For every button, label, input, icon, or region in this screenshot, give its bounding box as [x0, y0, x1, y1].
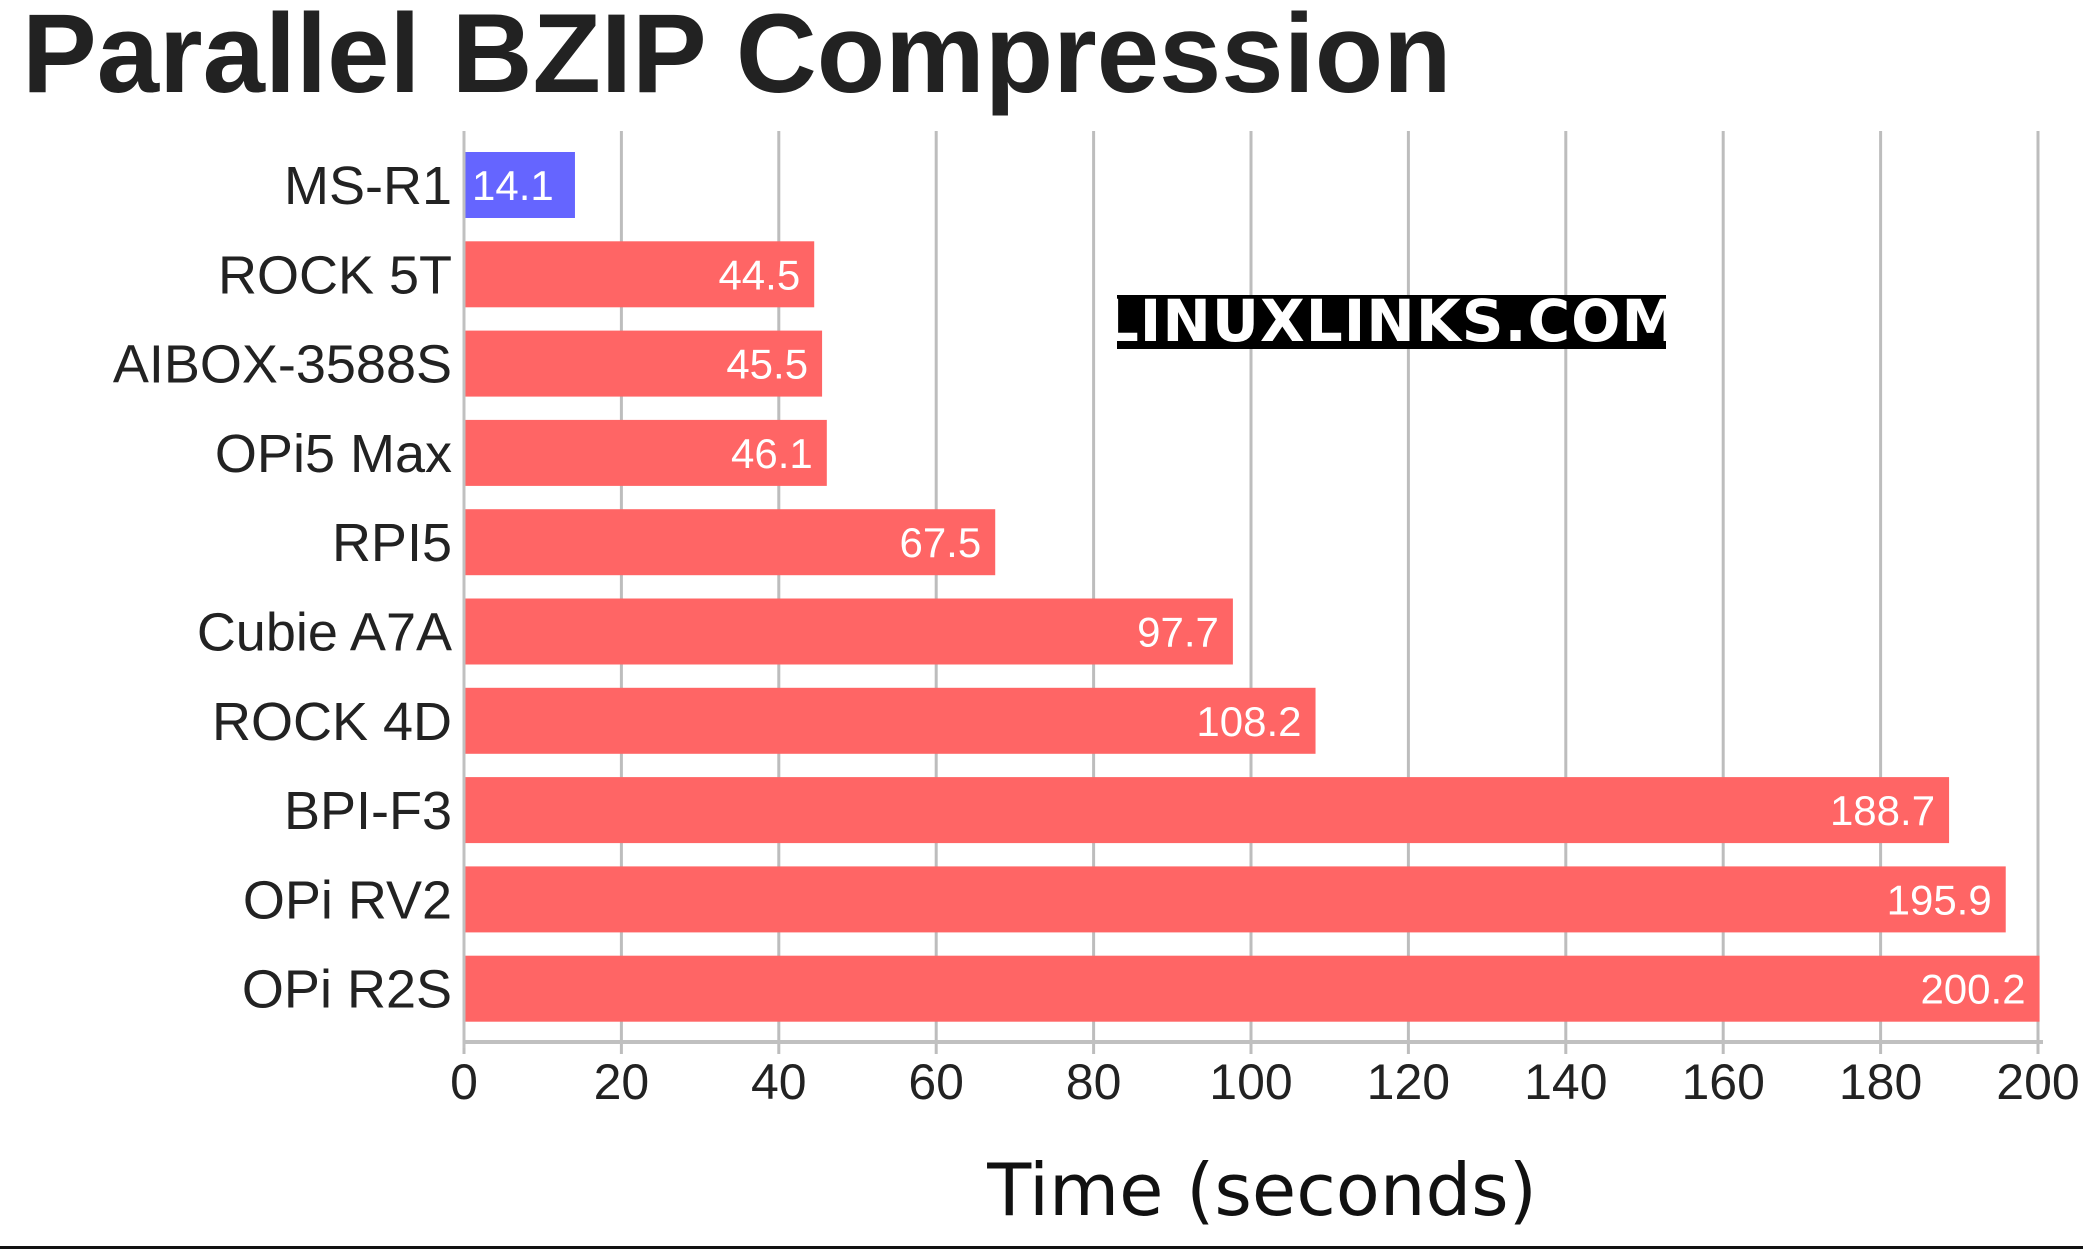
- x-tick-label: 120: [1367, 1054, 1450, 1110]
- category-label: ROCK 5T: [218, 245, 452, 305]
- axes: [462, 131, 2043, 1048]
- x-tick-label: 20: [594, 1054, 650, 1110]
- bar: [464, 330, 823, 397]
- watermark-background: [1117, 295, 1666, 349]
- labels: 0 20 40 60 80 100 120 140 160 180 200 MS-R1 14.1 ROCK…: [113, 156, 2080, 1110]
- category-label: OPi5 Max: [215, 424, 452, 484]
- x-tick-label: 80: [1066, 1054, 1122, 1110]
- bar: [464, 152, 575, 218]
- value-label: 200.2: [1920, 966, 2025, 1013]
- value-label: 97.7: [1137, 609, 1219, 656]
- watermark-text: LINUXLINKS.COM: [1102, 287, 1680, 355]
- bottom-rule: [0, 1246, 2083, 1249]
- value-label: 108.2: [1196, 698, 1301, 745]
- value-label: 45.5: [726, 341, 808, 388]
- x-tick-label: 40: [751, 1054, 807, 1110]
- value-label: 67.5: [899, 519, 981, 566]
- bar: [464, 419, 827, 486]
- bars: [464, 152, 2040, 1022]
- value-label: 14.1: [472, 162, 554, 209]
- x-tick-label: 140: [1524, 1054, 1607, 1110]
- x-tick-label: 100: [1209, 1054, 1292, 1110]
- bar: [464, 955, 2040, 1022]
- category-label: ROCK 4D: [212, 692, 452, 752]
- x-tick-label: 160: [1681, 1054, 1764, 1110]
- category-label: MS-R1: [284, 156, 452, 216]
- bar: [464, 241, 815, 308]
- x-tick-label: 180: [1839, 1054, 1922, 1110]
- watermark: LINUXLINKS.COM: [1102, 287, 1680, 355]
- x-tick-label: 200: [1996, 1054, 2079, 1110]
- value-label: 46.1: [731, 430, 813, 477]
- x-tick-label: 60: [908, 1054, 964, 1110]
- category-label: RPI5: [332, 513, 452, 573]
- bar: [464, 509, 996, 576]
- bar: [464, 777, 1950, 844]
- bar: [464, 598, 1233, 665]
- chart-title: Parallel BZIP Compression: [22, 0, 1452, 116]
- category-label: OPi R2S: [242, 960, 452, 1020]
- x-tick-label: 0: [450, 1054, 478, 1110]
- value-label: 195.9: [1887, 876, 1992, 923]
- bar: [464, 866, 2006, 933]
- value-label: 188.7: [1830, 787, 1935, 834]
- value-label: 44.5: [718, 251, 800, 298]
- category-label: AIBOX-3588S: [113, 335, 452, 395]
- category-label: OPi RV2: [243, 870, 452, 930]
- category-label: BPI-F3: [284, 781, 452, 841]
- bar: [464, 687, 1316, 754]
- category-label: Cubie A7A: [197, 603, 452, 663]
- x-axis-title: Time (seconds): [986, 1148, 1537, 1232]
